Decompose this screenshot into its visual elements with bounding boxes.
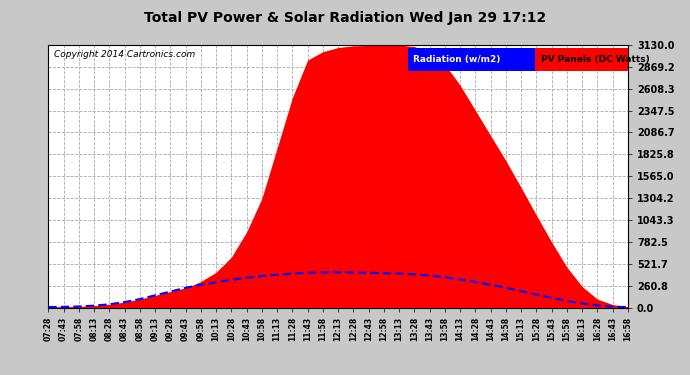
Text: Copyright 2014 Cartronics.com: Copyright 2014 Cartronics.com: [54, 50, 195, 59]
FancyBboxPatch shape: [408, 48, 535, 71]
FancyBboxPatch shape: [535, 48, 640, 71]
Text: PV Panels (DC Watts): PV Panels (DC Watts): [541, 55, 650, 64]
Text: Total PV Power & Solar Radiation Wed Jan 29 17:12: Total PV Power & Solar Radiation Wed Jan…: [144, 11, 546, 25]
Text: Radiation (w/m2): Radiation (w/m2): [413, 55, 501, 64]
